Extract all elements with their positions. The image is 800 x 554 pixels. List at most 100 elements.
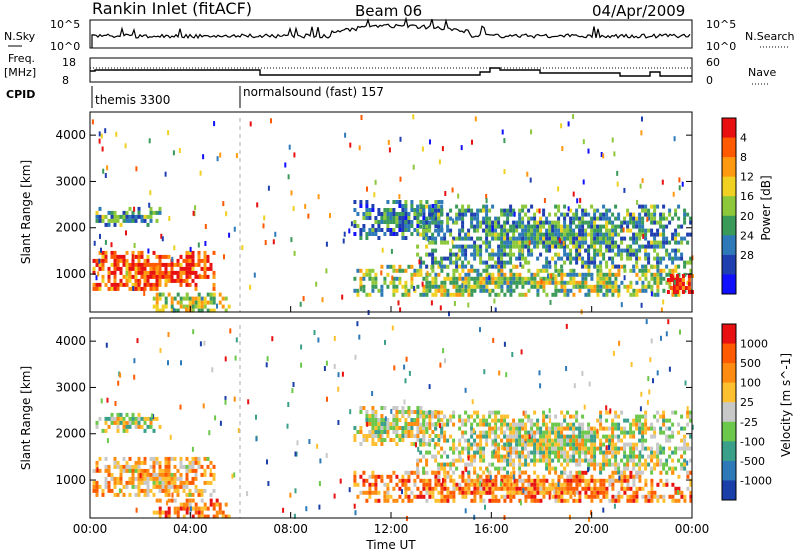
velocity-echo-cell	[137, 420, 141, 425]
power-echo-cell	[629, 256, 633, 261]
velocity-echo-cell	[455, 466, 459, 471]
velocity-echo-cell	[134, 464, 138, 469]
power-echo-cell	[599, 272, 603, 277]
power-echo-cell	[554, 224, 558, 229]
velocity-echo-cell	[443, 470, 447, 475]
x-tick-label: 16:00	[474, 522, 509, 536]
power-echo-cell	[164, 282, 168, 287]
velocity-echo-cell	[524, 414, 528, 419]
velocity-echo-cell	[575, 478, 579, 483]
velocity-echo-cell	[545, 422, 549, 427]
power-echo-cell	[548, 236, 552, 241]
power-echo-cell	[557, 224, 561, 229]
power-echo-cell	[617, 264, 621, 269]
velocity-echo-cell	[548, 482, 552, 487]
power-echo-cell	[641, 228, 645, 233]
velocity-echo-cell	[374, 426, 378, 430]
power-echo-cell	[593, 236, 597, 241]
power-echo-cell	[584, 272, 588, 277]
velocity-echo-cell	[294, 488, 297, 494]
velocity-colorbar-swatch	[722, 324, 736, 345]
velocity-echo-cell	[353, 503, 356, 509]
power-echo-cell	[623, 187, 626, 193]
power-echo-cell	[563, 220, 567, 225]
power-echo-cell	[590, 204, 594, 209]
power-echo-cell	[473, 276, 477, 281]
power-echo-cell	[515, 244, 519, 249]
power-echo-cell	[500, 212, 504, 217]
velocity-echo-cell	[419, 422, 423, 427]
velocity-echo-cell	[325, 360, 328, 366]
power-echo-cell	[569, 224, 573, 229]
power-echo-cell	[425, 252, 429, 257]
velocity-echo-cell	[557, 454, 561, 459]
velocity-echo-cell	[431, 430, 435, 434]
power-echo-cell	[506, 260, 510, 265]
power-echo-cell	[410, 208, 414, 212]
power-echo-cell	[578, 280, 582, 285]
velocity-echo-cell	[206, 480, 210, 485]
power-echo-cell	[596, 224, 600, 229]
power-echo-cell	[527, 216, 531, 221]
power-echo-cell	[629, 219, 632, 225]
power-echo-cell	[479, 208, 483, 213]
velocity-echo-cell	[473, 514, 476, 520]
power-echo-cell	[675, 286, 679, 290]
power-echo-cell	[203, 296, 207, 301]
power-echo-cell	[617, 292, 620, 298]
power-echo-cell	[524, 276, 528, 281]
velocity-echo-cell	[395, 434, 399, 438]
power-echo-cell	[545, 228, 549, 233]
power-echo-cell	[387, 139, 390, 145]
velocity-echo-cell	[545, 490, 549, 495]
velocity-echo-cell	[614, 454, 618, 459]
velocity-echo-cell	[458, 490, 462, 495]
velocity-echo-cell	[518, 426, 522, 431]
velocity-echo-cell	[295, 451, 298, 457]
velocity-echo-cell	[608, 482, 612, 487]
velocity-echo-cell	[521, 418, 525, 423]
power-echo-cell	[662, 216, 666, 221]
velocity-y-axis-label: Slant Range [km]	[19, 366, 33, 470]
power-echo-cell	[590, 288, 594, 293]
velocity-echo-cell	[533, 494, 537, 499]
velocity-echo-cell	[419, 450, 423, 455]
velocity-echo-cell	[575, 498, 579, 503]
power-echo-cell	[299, 301, 302, 307]
power-echo-cell	[639, 183, 642, 189]
power-echo-cell	[506, 276, 510, 281]
velocity-echo-cell	[641, 430, 645, 435]
power-echo-cell	[98, 266, 102, 271]
power-echo-cell	[512, 276, 516, 281]
velocity-echo-cell	[617, 498, 621, 503]
velocity-echo-cell	[608, 438, 612, 443]
velocity-echo-cell	[599, 450, 603, 455]
power-echo-cell	[494, 236, 498, 241]
velocity-echo-cell	[473, 458, 477, 463]
power-echo-cell	[509, 256, 513, 261]
power-echo-cell	[437, 224, 441, 229]
power-echo-cell	[158, 282, 162, 287]
power-echo-cell	[640, 130, 643, 136]
power-echo-cell	[128, 214, 132, 219]
power-echo-cell	[449, 260, 453, 265]
power-echo-cell	[350, 221, 353, 227]
power-echo-cell	[644, 288, 648, 293]
velocity-echo-cell	[617, 462, 621, 467]
velocity-echo-cell	[353, 426, 357, 430]
power-echo-cell	[482, 228, 486, 233]
velocity-echo-cell	[134, 416, 138, 421]
power-echo-cell	[530, 252, 534, 257]
velocity-echo-cell	[182, 514, 186, 519]
power-echo-cell	[455, 220, 459, 225]
velocity-echo-cell	[581, 426, 585, 431]
power-echo-cell	[491, 248, 495, 253]
power-echo-cell	[656, 292, 660, 297]
power-echo-cell	[431, 284, 435, 289]
velocity-echo-cell	[479, 430, 483, 435]
velocity-echo-cell	[104, 484, 108, 489]
velocity-colorbar-swatch	[722, 460, 736, 481]
velocity-echo-cell	[161, 472, 165, 477]
power-echo-cell	[223, 254, 225, 260]
velocity-echo-cell	[650, 490, 654, 495]
